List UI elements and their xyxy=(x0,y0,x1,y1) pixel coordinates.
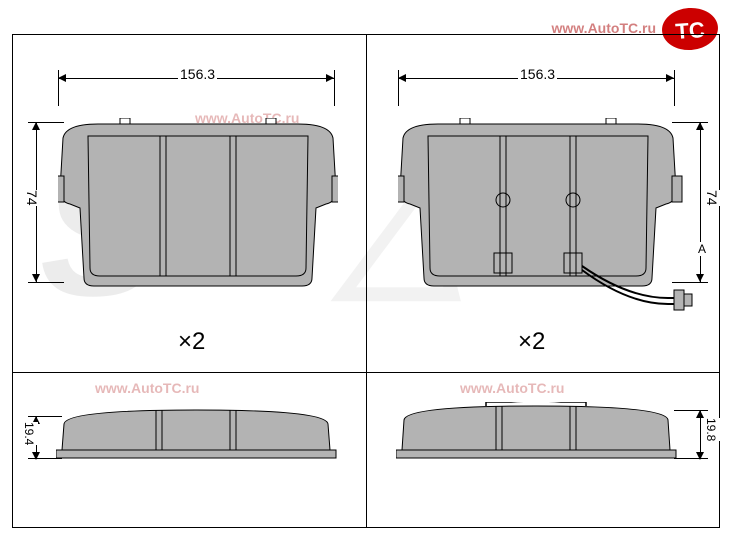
dim-right-height-line xyxy=(700,122,701,282)
dim-tick xyxy=(674,410,708,411)
row-divider xyxy=(12,372,720,373)
arrow-icon xyxy=(666,74,674,82)
dim-right-height-value: 74 xyxy=(702,190,722,206)
arrow-icon xyxy=(398,74,406,82)
right-quantity: ×2 xyxy=(518,328,545,356)
arrow-icon xyxy=(696,410,704,418)
dim-right-side-height-value: 19.8 xyxy=(702,418,720,441)
arrow-icon xyxy=(58,74,66,82)
arrow-icon xyxy=(32,274,40,282)
right-pad-side xyxy=(396,402,678,474)
dim-left-width-value: 156.3 xyxy=(178,66,217,82)
left-pad-side xyxy=(56,408,338,468)
dim-right-width-value: 156.3 xyxy=(518,66,557,82)
section-label: A xyxy=(696,242,708,256)
dim-tick xyxy=(334,70,335,106)
left-quantity: ×2 xyxy=(178,328,205,356)
dim-tick xyxy=(674,70,675,106)
dim-left-height-value: 74 xyxy=(22,190,42,206)
arrow-icon xyxy=(32,122,40,130)
diagram-canvas: S △ TC www.AutoTC.ru www.AutoTC.ru www.A… xyxy=(0,0,736,549)
dim-left-side-height-value: 19.4 xyxy=(20,422,38,445)
left-pad-front xyxy=(58,118,338,293)
dim-tick xyxy=(674,458,708,459)
dim-tick xyxy=(28,416,62,417)
dim-tick xyxy=(28,458,62,459)
arrow-icon xyxy=(326,74,334,82)
right-pad-front xyxy=(398,118,698,318)
dim-tick xyxy=(58,70,59,106)
dim-tick xyxy=(398,70,399,106)
panel-divider xyxy=(366,34,367,528)
